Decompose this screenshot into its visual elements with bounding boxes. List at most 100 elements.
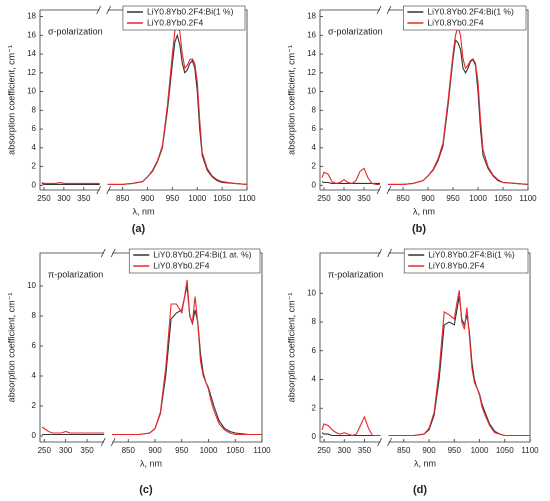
x-axis-label: λ, nm — [413, 206, 435, 216]
x-tick-label: 250 — [37, 194, 51, 203]
axis-break — [96, 5, 112, 195]
x-tick-label: 300 — [338, 446, 352, 455]
y-axis-label: absorption coefficient, cm⁻¹ — [6, 293, 16, 403]
annotation: π-polarization — [48, 269, 103, 279]
y-axis-label: absorption coefficient, cm⁻¹ — [286, 45, 296, 155]
legend-label: LiY0.8Yb0.2F4 — [428, 260, 485, 270]
annotation: σ-polarization — [48, 26, 103, 36]
y-tick-label: 2 — [312, 403, 317, 412]
x-tick-label: 950 — [448, 446, 462, 455]
legend-label: LiY0.8Yb0.2F4:Bi(1 %) — [428, 249, 515, 259]
x-tick-label: 350 — [80, 446, 94, 455]
x-tick-label: 900 — [141, 194, 155, 203]
y-tick-label: 2 — [32, 162, 37, 171]
x-tick-label: 850 — [116, 194, 130, 203]
y-tick-label: 8 — [32, 105, 37, 114]
y-tick-label: 2 — [312, 162, 317, 171]
x-tick-label: 1100 — [519, 194, 537, 203]
y-tick-label: 8 — [32, 311, 37, 320]
y-tick-label: 0 — [32, 180, 37, 189]
axis-break — [100, 248, 116, 447]
legend-box — [128, 248, 261, 274]
x-axis-label: λ, nm — [132, 206, 154, 216]
x-axis-label: λ, nm — [140, 458, 162, 468]
y-axis-label: absorption coefficient, cm⁻¹ — [286, 293, 296, 403]
y-tick-label: 12 — [27, 68, 36, 77]
annotation: π-polarization — [328, 269, 383, 279]
y-tick-label: 12 — [307, 68, 316, 77]
y-tick-label: 18 — [27, 12, 36, 21]
data-line — [321, 296, 530, 437]
y-tick-label: 2 — [32, 401, 37, 410]
y-tick-label: 6 — [312, 346, 317, 355]
x-tick-label: 850 — [397, 446, 411, 455]
axis-break — [376, 5, 392, 195]
annotation: σ-polarization — [328, 26, 383, 36]
y-tick-label: 10 — [307, 87, 316, 96]
x-tick-label: 950 — [446, 194, 460, 203]
x-axis-label: λ, nm — [414, 458, 436, 468]
y-tick-label: 4 — [32, 143, 37, 152]
x-tick-label: 850 — [122, 446, 136, 455]
x-tick-label: 350 — [357, 194, 371, 203]
x-tick-label: 950 — [175, 446, 189, 455]
data-line — [321, 38, 529, 185]
y-tick-label: 0 — [32, 431, 37, 440]
y-tick-label: 6 — [312, 124, 317, 133]
x-tick-label: 1050 — [213, 194, 231, 203]
x-tick-label: 950 — [166, 194, 180, 203]
axis-frame — [39, 252, 263, 443]
y-tick-label: 14 — [307, 49, 316, 58]
axis-frame — [319, 252, 531, 443]
panel: 0 2 4 6 8 10 250 300 350 850 900 950 1000 1050 1100 λ, … — [6, 248, 271, 496]
panel: 0 2 4 6 8 10 12 14 16 18 250 300 350 850 900 950 1000 105… — [6, 5, 256, 235]
y-tick-label: 0 — [312, 180, 317, 189]
x-tick-label: 350 — [77, 194, 91, 203]
x-tick-label: 1050 — [494, 194, 512, 203]
legend-label: LiY0.8Yb0.2F4 — [427, 17, 484, 27]
x-tick-label: 1100 — [238, 194, 256, 203]
x-tick-label: 250 — [317, 446, 331, 455]
axis-frame — [319, 9, 529, 191]
legend-box — [403, 5, 527, 31]
x-tick-label: 1100 — [521, 446, 539, 455]
x-tick-label: 300 — [57, 194, 71, 203]
x-tick-label: 1050 — [496, 446, 514, 455]
data-line — [321, 290, 530, 437]
panel: 0 2 4 6 8 10 12 14 16 18 250 300 350 850 900 950 1000 105… — [286, 5, 537, 235]
legend-box — [122, 5, 246, 31]
legend-label: LiY0.8Yb0.2F4:Bi(1 at. %) — [153, 249, 251, 259]
x-tick-label: 1100 — [253, 446, 271, 455]
y-tick-label: 6 — [32, 341, 37, 350]
y-tick-label: 8 — [312, 317, 317, 326]
panel-label: (d) — [413, 484, 427, 496]
data-line — [41, 33, 248, 185]
legend-label: LiY0.8Yb0.2F4:Bi(1 %) — [147, 6, 234, 16]
axis-break — [377, 248, 392, 447]
x-tick-label: 1000 — [469, 194, 487, 203]
panel: 0 2 4 6 8 10 250 300 350 850 900 950 1000 1050 1100 λ, … — [286, 248, 539, 496]
y-tick-label: 4 — [312, 375, 317, 384]
y-tick-label: 18 — [307, 12, 316, 21]
x-tick-label: 850 — [396, 194, 410, 203]
x-tick-label: 300 — [337, 194, 351, 203]
x-tick-label: 1000 — [471, 446, 489, 455]
x-tick-label: 300 — [59, 446, 73, 455]
legend-label: LiY0.8Yb0.2F4 — [147, 17, 204, 27]
y-tick-label: 6 — [32, 124, 37, 133]
data-line — [41, 20, 248, 185]
y-tick-label: 8 — [312, 105, 317, 114]
data-line — [321, 24, 529, 185]
legend-label: LiY0.8Yb0.2F4:Bi(1 %) — [427, 6, 514, 16]
panel-label: (c) — [139, 484, 153, 496]
axis-frame — [39, 9, 248, 191]
legend-label: LiY0.8Yb0.2F4 — [153, 260, 210, 270]
panel-label: (a) — [132, 223, 146, 235]
x-tick-label: 250 — [317, 194, 331, 203]
y-axis-label: absorption coefficient, cm⁻¹ — [6, 45, 16, 155]
x-tick-label: 1000 — [200, 446, 218, 455]
x-tick-label: 900 — [148, 446, 162, 455]
data-line — [41, 279, 262, 436]
y-tick-label: 16 — [27, 30, 36, 39]
